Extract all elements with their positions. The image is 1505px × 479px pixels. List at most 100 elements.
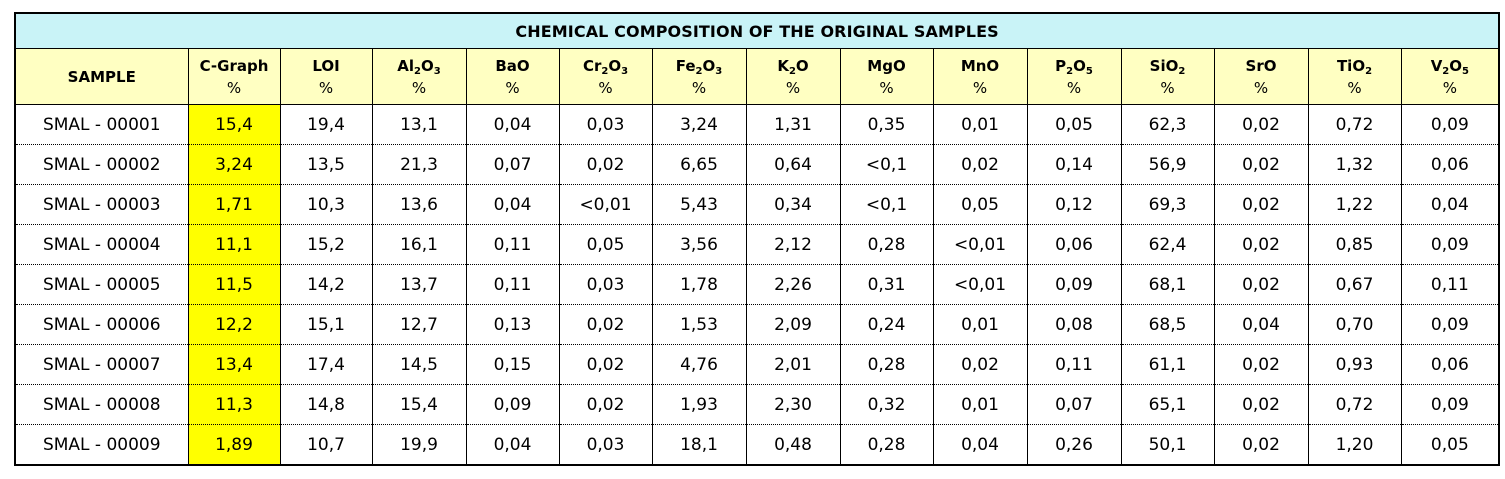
value-cell: 56,9 <box>1120 144 1215 185</box>
value-cell: 0,02 <box>1213 224 1309 265</box>
value-cell: 5,43 <box>651 184 747 225</box>
column-unit: % <box>691 78 707 97</box>
value-cell: 11,5 <box>187 264 281 305</box>
composition-table-wrapper: CHEMICAL COMPOSITION OF THE ORIGINAL SAM… <box>14 12 1501 466</box>
value-cell: 11,1 <box>187 224 281 265</box>
column-header: BaO% <box>465 48 560 105</box>
value-cell: 0,02 <box>1213 424 1309 465</box>
column-header: P2O5% <box>1026 48 1122 105</box>
value-cell: <0,1 <box>839 184 934 225</box>
value-cell: 0,28 <box>839 424 934 465</box>
value-cell: 0,03 <box>558 424 653 465</box>
value-cell: 1,78 <box>651 264 747 305</box>
sample-id-cell: SMAL - 00006 <box>14 304 189 345</box>
value-cell: 0,02 <box>932 144 1028 185</box>
value-cell: 3,24 <box>651 104 747 145</box>
value-cell: 13,5 <box>279 144 373 185</box>
value-cell: 0,09 <box>1400 304 1500 345</box>
value-cell: 2,09 <box>745 304 841 345</box>
column-header-label: Cr2O3 <box>582 56 629 77</box>
value-cell: 14,8 <box>279 384 373 425</box>
table-title-row: CHEMICAL COMPOSITION OF THE ORIGINAL SAM… <box>14 13 1500 49</box>
value-cell: 11,3 <box>187 384 281 425</box>
column-header: MnO% <box>932 48 1028 105</box>
value-cell: 0,07 <box>465 144 560 185</box>
value-cell: 0,93 <box>1307 344 1402 385</box>
value-cell: 0,31 <box>839 264 934 305</box>
value-cell: <0,01 <box>932 224 1028 265</box>
column-unit: % <box>1347 78 1362 97</box>
value-cell: 0,02 <box>1213 144 1309 185</box>
column-header-label: P2O5 <box>1055 56 1093 77</box>
value-cell: 0,06 <box>1400 144 1500 185</box>
sample-id-cell: SMAL - 00004 <box>14 224 189 265</box>
value-cell: 12,2 <box>187 304 281 345</box>
value-cell: 0,05 <box>1026 104 1122 145</box>
value-cell: 0,01 <box>932 104 1028 145</box>
column-header: LOI% <box>279 48 373 105</box>
table-row: SMAL - 00004 11,1 15,2 16,1 0,11 0,05 3,56 2,12… <box>14 224 1500 265</box>
column-header: V2O5% <box>1400 48 1500 105</box>
value-cell: 16,1 <box>371 224 467 265</box>
value-cell: 15,2 <box>279 224 373 265</box>
value-cell: 0,26 <box>1026 424 1122 465</box>
value-cell: 0,03 <box>558 264 653 305</box>
table-title: CHEMICAL COMPOSITION OF THE ORIGINAL SAM… <box>14 13 1500 49</box>
value-cell: 0,02 <box>932 344 1028 385</box>
value-cell: 14,2 <box>279 264 373 305</box>
value-cell: 13,1 <box>371 104 467 145</box>
value-cell: 0,06 <box>1400 344 1500 385</box>
column-unit: % <box>1253 78 1269 97</box>
sample-id-cell: SMAL - 00003 <box>14 184 189 225</box>
value-cell: 0,64 <box>745 144 841 185</box>
value-cell: 68,1 <box>1120 264 1215 305</box>
value-cell: 0,09 <box>1400 104 1500 145</box>
value-cell: 0,03 <box>558 104 653 145</box>
value-cell: 0,12 <box>1026 184 1122 225</box>
column-header: Fe2O3% <box>651 48 747 105</box>
value-cell: 0,01 <box>932 384 1028 425</box>
value-cell: 0,72 <box>1307 384 1402 425</box>
value-cell: 0,48 <box>745 424 841 465</box>
value-cell: 69,3 <box>1120 184 1215 225</box>
column-header-label: LOI <box>312 56 340 75</box>
value-cell: 0,05 <box>1400 424 1500 465</box>
value-cell: 61,1 <box>1120 344 1215 385</box>
value-cell: 0,08 <box>1026 304 1122 345</box>
value-cell: 0,85 <box>1307 224 1402 265</box>
value-cell: 0,05 <box>932 184 1028 225</box>
table-row: SMAL - 00005 11,5 14,2 13,7 0,11 0,03 1,78 2,26… <box>14 264 1500 305</box>
value-cell: 15,4 <box>371 384 467 425</box>
value-cell: 6,65 <box>651 144 747 185</box>
value-cell: 19,4 <box>279 104 373 145</box>
column-header: SrO% <box>1213 48 1309 105</box>
value-cell: 10,7 <box>279 424 373 465</box>
column-header-label: V2O5 <box>1430 56 1469 77</box>
sample-id-cell: SMAL - 00007 <box>14 344 189 385</box>
value-cell: 18,1 <box>651 424 747 465</box>
column-header-label: SAMPLE <box>67 67 136 86</box>
value-cell: 0,02 <box>1213 384 1309 425</box>
column-header-label: BaO <box>495 56 530 75</box>
value-cell: 1,31 <box>745 104 841 145</box>
chemical-composition-table: CHEMICAL COMPOSITION OF THE ORIGINAL SAM… <box>14 12 1501 466</box>
value-cell: 1,89 <box>187 424 281 465</box>
value-cell: 0,04 <box>465 104 560 145</box>
value-cell: 0,04 <box>932 424 1028 465</box>
value-cell: 0,05 <box>558 224 653 265</box>
value-cell: 3,24 <box>187 144 281 185</box>
column-header: SiO2% <box>1120 48 1215 105</box>
table-row: SMAL - 00008 11,3 14,8 15,4 0,09 0,02 1,93 2,30… <box>14 384 1500 425</box>
value-cell: 0,02 <box>1213 344 1309 385</box>
value-cell: 50,1 <box>1120 424 1215 465</box>
sample-id-cell: SMAL - 00009 <box>14 424 189 465</box>
column-unit: % <box>972 78 988 97</box>
value-cell: 0,01 <box>932 304 1028 345</box>
value-cell: 0,67 <box>1307 264 1402 305</box>
column-unit: % <box>879 78 894 97</box>
column-unit: % <box>1442 78 1457 97</box>
value-cell: 2,30 <box>745 384 841 425</box>
value-cell: 65,1 <box>1120 384 1215 425</box>
column-unit: % <box>411 78 427 97</box>
column-header-label: SiO2 <box>1149 56 1186 77</box>
